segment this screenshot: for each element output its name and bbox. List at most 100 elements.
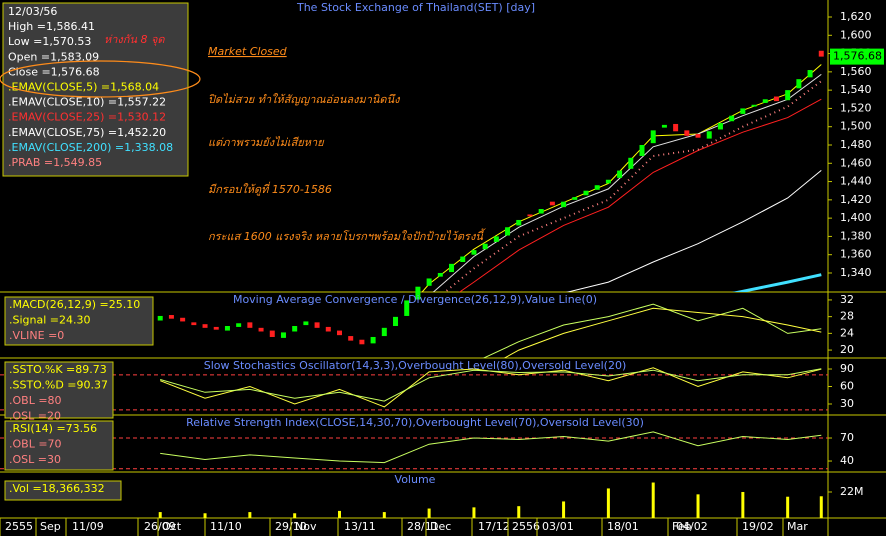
- candle: [773, 96, 779, 102]
- info-line: .EMAV(CLOSE,10) =1,557.22: [8, 96, 166, 109]
- series-line: [160, 368, 822, 402]
- y-tick-label: 20: [840, 343, 854, 356]
- price-tag: 1,576.68: [833, 50, 882, 63]
- y-tick-label: 1,400: [840, 211, 872, 224]
- date-label: 2556: [512, 520, 540, 533]
- date-label: Mar: [787, 520, 808, 533]
- y-tick-label: 60: [840, 380, 854, 393]
- candle: [818, 50, 824, 57]
- volume-bar: [651, 482, 655, 518]
- candle: [325, 326, 331, 332]
- y-tick-label: 90: [840, 362, 854, 375]
- price-tag-box: [830, 48, 884, 65]
- date-label: 11/09: [72, 520, 104, 533]
- series-line: [503, 307, 822, 358]
- info-line: .EMAV(CLOSE,25) =1,530.12: [8, 111, 166, 124]
- candle: [381, 327, 387, 337]
- annotation-line: แต่ภาพรวมยังไม่เสียหาย: [208, 136, 325, 149]
- candle: [538, 208, 544, 214]
- candle: [505, 227, 511, 236]
- candle: [684, 130, 690, 136]
- y-tick-label: 28: [840, 310, 854, 323]
- series-line: [565, 170, 822, 292]
- candle: [314, 322, 320, 328]
- candle: [729, 115, 735, 122]
- volume-bar: [472, 507, 476, 518]
- candle: [661, 124, 667, 128]
- y-tick-label: 1,360: [840, 248, 872, 261]
- candle: [449, 263, 455, 273]
- candle: [516, 219, 522, 226]
- volume-bar: [696, 494, 700, 518]
- info-line: High =1,586.41: [8, 20, 95, 33]
- volume-bar: [606, 488, 610, 518]
- legend-entry: .OSL =30: [9, 453, 61, 466]
- candle: [561, 201, 567, 208]
- info-line: .EMAV(CLOSE,200) =1,338.08: [8, 141, 173, 154]
- volume-bar: [293, 513, 297, 518]
- y-tick-label: 32: [840, 293, 854, 306]
- info-box: [2, 2, 189, 177]
- legend-entry: .SSTO.%D =90.37: [9, 379, 108, 392]
- series-line: [421, 64, 822, 292]
- date-label: 18/01: [607, 520, 639, 533]
- legend-entry: .RSI(14) =73.56: [9, 422, 97, 435]
- plot-area: [158, 482, 823, 518]
- legend-entry: .MACD(26,12,9) =25.10: [9, 298, 140, 311]
- y-tick-label: 1,420: [840, 193, 872, 206]
- candle: [673, 123, 679, 132]
- panel-title: Volume: [395, 473, 436, 486]
- candle: [168, 315, 174, 319]
- date-label: 03/01: [542, 520, 574, 533]
- date-label: 28/11: [407, 520, 439, 533]
- volume-bar: [517, 506, 521, 518]
- candle: [751, 104, 757, 107]
- candle: [740, 108, 746, 114]
- info-line: .EMAV(CLOSE,5) =1,568.04: [8, 81, 159, 94]
- volume-bar: [562, 501, 566, 518]
- plot-area: [160, 367, 822, 408]
- date-label: 17/12: [478, 520, 510, 533]
- volume-bar: [203, 513, 207, 518]
- annotation-gap: ห่างกัน 8 จุด: [104, 33, 165, 46]
- candle: [426, 278, 432, 286]
- date-label: Dec: [430, 520, 451, 533]
- candle: [594, 185, 600, 190]
- y-tick-label: 1,500: [840, 120, 872, 133]
- legend-box: [4, 296, 154, 346]
- date-label: Nov: [295, 520, 317, 533]
- candle: [213, 326, 219, 330]
- legend-entry: .SSTO.%K =89.73: [9, 363, 107, 376]
- volume-bar: [786, 496, 790, 518]
- date-label: 04/02: [676, 520, 708, 533]
- legend-entry: .OBL =80: [9, 394, 62, 407]
- highlight-ellipse: [0, 60, 201, 98]
- candle: [493, 236, 499, 242]
- candle: [482, 243, 488, 250]
- info-line: Close =1,576.68: [8, 65, 100, 78]
- annotation-line: กระแส 1600 แรงจริง หลายโบรกฯพร้อมใจปักป้…: [208, 228, 486, 243]
- legend-entry: .VLINE =0: [9, 329, 64, 342]
- candle: [471, 250, 477, 255]
- panel-title: The Stock Exchange of Thailand(SET) [day…: [296, 1, 535, 14]
- y-tick-label: 30: [840, 397, 854, 410]
- volume-bar: [248, 512, 252, 518]
- legend-entry: .Signal =24.30: [9, 314, 91, 327]
- date-label: Sep: [40, 520, 61, 533]
- y-tick-label: 70: [840, 431, 854, 444]
- date-label: 2555: [5, 520, 33, 533]
- volume-bar: [819, 496, 823, 518]
- candle: [336, 330, 342, 336]
- y-tick-label: 40: [840, 454, 854, 467]
- candle: [796, 79, 802, 89]
- candle: [157, 315, 163, 321]
- candle: [460, 256, 466, 263]
- legend-box: [4, 361, 114, 419]
- info-line: Open =1,583.09: [8, 50, 99, 63]
- candle: [370, 336, 376, 344]
- y-tick-label: 1,600: [840, 28, 872, 41]
- candle: [348, 336, 354, 341]
- candle: [292, 326, 298, 332]
- volume-bar: [158, 512, 162, 518]
